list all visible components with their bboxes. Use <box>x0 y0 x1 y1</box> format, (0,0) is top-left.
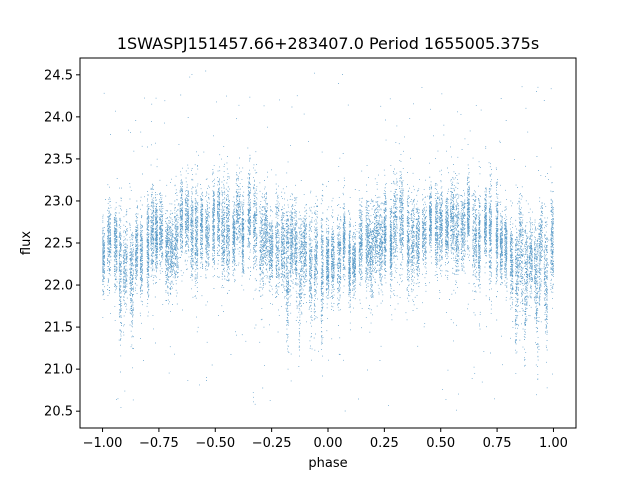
data-points-layer <box>102 70 554 412</box>
y-tick-label: 22.0 <box>44 279 73 294</box>
x-tick-label: −1.00 <box>83 436 123 451</box>
y-tick-label: 23.0 <box>44 194 73 209</box>
x-tick-label: 0.25 <box>370 436 399 451</box>
y-tick-label: 21.5 <box>44 321 73 336</box>
scatter-points <box>102 70 554 412</box>
chart-title: 1SWASPJ151457.66+283407.0 Period 1655005… <box>117 34 539 53</box>
x-tick-label: 0.75 <box>483 436 512 451</box>
x-tick-label: 0.50 <box>426 436 455 451</box>
y-tick-label: 20.5 <box>44 405 73 420</box>
y-tick-label: 24.0 <box>44 110 73 125</box>
y-axis-label: flux <box>19 231 34 255</box>
x-tick-label: 0.00 <box>314 436 343 451</box>
x-tick-label: −0.25 <box>252 436 292 451</box>
x-axis: −1.00 −0.75 −0.50 −0.25 0.00 0.25 0.50 0.75 1.00 <box>83 428 568 451</box>
y-tick-label: 24.5 <box>44 68 73 83</box>
y-tick-label: 23.5 <box>44 152 73 167</box>
x-tick-label: −0.50 <box>195 436 235 451</box>
y-tick-label: 21.0 <box>44 363 73 378</box>
y-axis: 20.5 21.0 21.5 22.0 22.5 23.0 23.5 24.0 24.5 <box>44 68 80 420</box>
x-tick-label: 1.00 <box>539 436 568 451</box>
x-tick-label: −0.75 <box>139 436 179 451</box>
y-tick-label: 22.5 <box>44 237 73 252</box>
x-axis-label: phase <box>308 456 347 471</box>
